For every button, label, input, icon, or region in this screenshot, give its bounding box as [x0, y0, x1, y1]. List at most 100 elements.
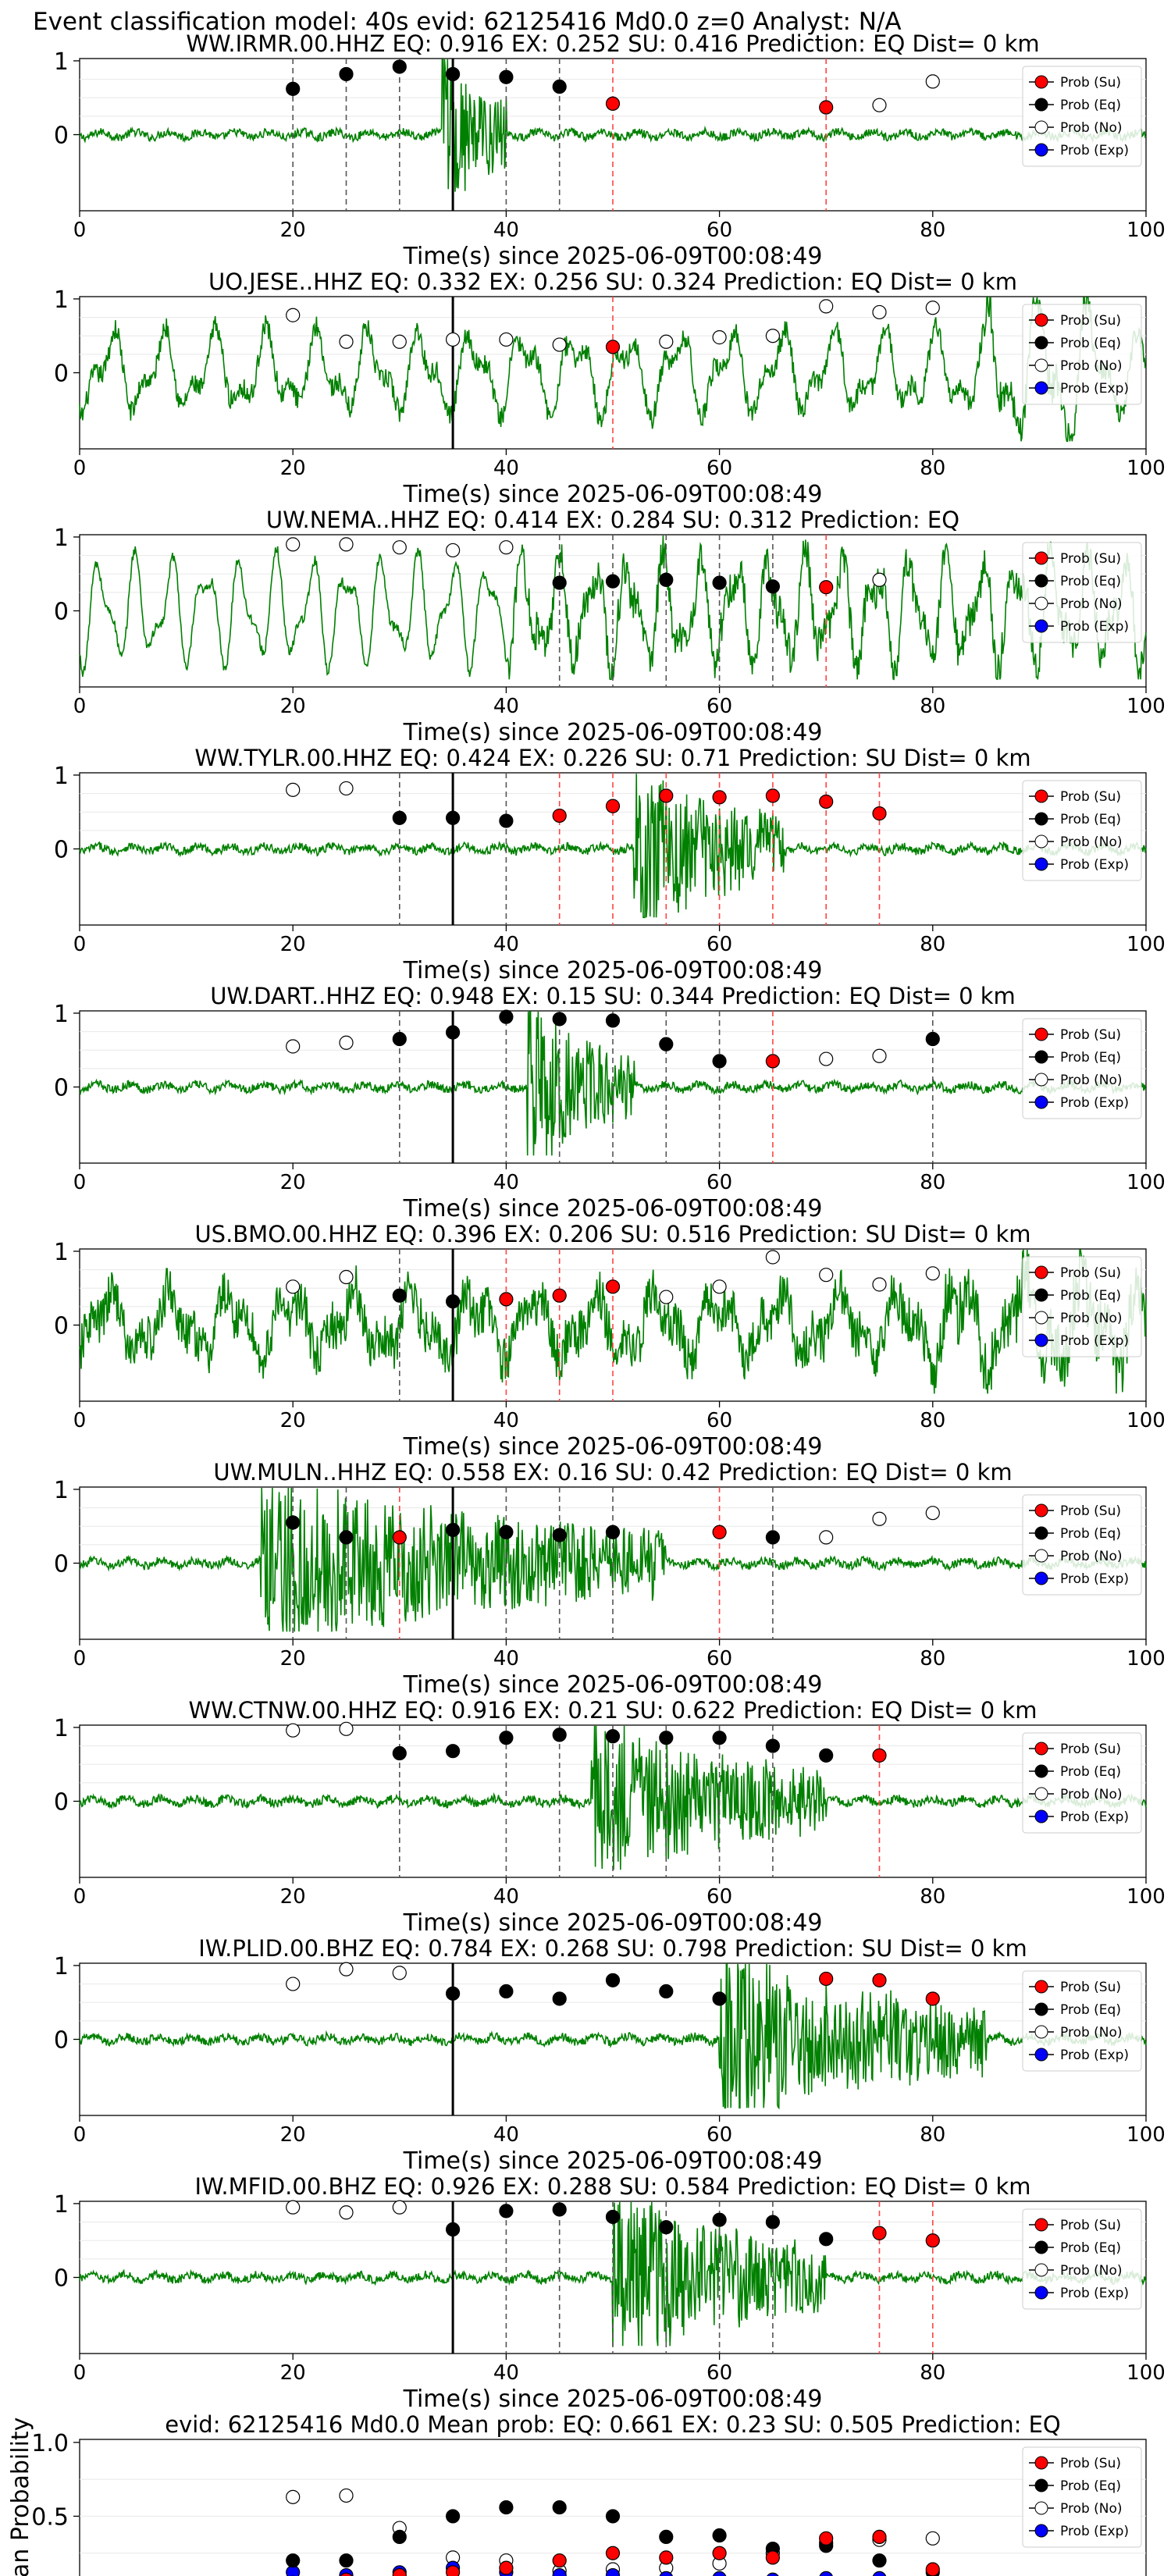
- legend-marker: [1034, 551, 1048, 565]
- prob-eq-point: [445, 66, 461, 82]
- prob-eq-point: [765, 1738, 781, 1753]
- legend-marker: [1034, 358, 1048, 372]
- y-tick-label: 1: [54, 1001, 69, 1028]
- prob-eq-point: [499, 1984, 514, 1999]
- legend-label: Prob (Exp): [1060, 619, 1129, 635]
- prob-su-point: [925, 1991, 940, 2006]
- x-axis-label: Time(s) since 2025-06-09T00:08:49: [403, 481, 823, 508]
- legend-box: [1022, 304, 1142, 405]
- y-tick-label: 1: [54, 2191, 69, 2218]
- prob-su-point: [819, 794, 834, 809]
- prob-no-point: [925, 301, 940, 315]
- y-tick-label: 1: [54, 1239, 69, 1266]
- x-tick-label: 100: [1127, 1885, 1166, 1909]
- legend-label: Prob (Exp): [1060, 2524, 1129, 2539]
- prob-eq-point: [286, 1515, 301, 1530]
- waveform-trace: [79, 1963, 1147, 2110]
- legend-label: Prob (Exp): [1060, 2048, 1129, 2063]
- waveform-trace: [79, 1249, 1147, 1394]
- x-tick-label: 80: [920, 2123, 945, 2147]
- prob-no-point: [872, 1511, 887, 1526]
- x-tick-label: 40: [493, 1647, 519, 1670]
- station-panel: US.BMO.00.HHZ EQ: 0.396 EX: 0.206 SU: 0.…: [54, 1221, 1166, 1461]
- prob-no-point: [872, 572, 887, 587]
- x-tick-label: 60: [707, 2123, 732, 2147]
- y-tick-label: 0: [54, 1075, 69, 1102]
- prob-eq-point: [712, 2528, 727, 2543]
- prob-su-point: [552, 1288, 567, 1303]
- legend-label: Prob (Exp): [1060, 1095, 1129, 1111]
- prob-exp-point: [712, 2571, 727, 2576]
- y-tick-label: 0: [54, 123, 69, 150]
- prob-no-point: [286, 537, 301, 552]
- station-panel: UW.MULN..HHZ EQ: 0.558 EX: 0.16 SU: 0.42…: [54, 1459, 1166, 1699]
- legend-marker: [1034, 1742, 1048, 1756]
- x-tick-label: 80: [920, 1647, 945, 1670]
- legend-marker: [1034, 574, 1048, 588]
- legend-marker: [1034, 98, 1048, 112]
- prob-su-point: [819, 2531, 834, 2546]
- x-tick-label: 100: [1127, 695, 1166, 718]
- legend-marker: [1034, 596, 1048, 610]
- prob-su-point: [605, 799, 621, 813]
- y-tick-label: 0: [54, 1313, 69, 1340]
- x-tick-label: 0: [73, 457, 87, 480]
- legend-label: Prob (No): [1060, 834, 1123, 850]
- prob-no-point: [339, 2488, 354, 2503]
- legend-marker: [1034, 2456, 1048, 2470]
- prob-eq-point: [499, 813, 514, 828]
- prob-eq-point: [286, 81, 301, 96]
- x-tick-label: 100: [1127, 2361, 1166, 2385]
- prob-su-point: [819, 100, 834, 115]
- y-tick-label: 0.5: [31, 2503, 69, 2531]
- x-tick-label: 100: [1127, 1409, 1166, 1432]
- prob-eq-point: [819, 1748, 834, 1763]
- x-tick-label: 40: [493, 1885, 519, 1909]
- legend-label: Prob (Eq): [1060, 812, 1121, 827]
- legend-box: [1022, 1732, 1142, 1834]
- x-tick-label: 60: [707, 457, 732, 480]
- legend-marker: [1034, 75, 1048, 89]
- prob-no-point: [499, 540, 514, 555]
- x-tick-label: 40: [493, 2123, 519, 2147]
- prob-no-point: [499, 332, 514, 347]
- x-tick-label: 80: [920, 695, 945, 718]
- x-tick-label: 0: [73, 1885, 87, 1909]
- prob-no-point: [819, 1268, 834, 1283]
- prob-no-point: [286, 1039, 301, 1054]
- legend-marker: [1034, 1311, 1048, 1325]
- legend-box: [1022, 66, 1142, 167]
- x-tick-label: 0: [73, 2361, 87, 2385]
- y-tick-label: 0: [54, 1551, 69, 1578]
- prob-eq-point: [925, 1031, 940, 1047]
- legend-label: Prob (No): [1060, 1073, 1123, 1088]
- y-tick-label: 1: [54, 1715, 69, 1742]
- x-tick-label: 80: [920, 933, 945, 956]
- prob-su-point: [446, 2565, 461, 2576]
- legend-marker: [1034, 2524, 1048, 2538]
- station-panel: IW.MFID.00.BHZ EQ: 0.926 EX: 0.288 SU: 0…: [54, 2173, 1166, 2413]
- prob-eq-point: [605, 574, 621, 589]
- prob-su-point: [499, 2560, 514, 2575]
- prob-eq-point: [712, 1991, 727, 2006]
- x-tick-label: 0: [73, 219, 87, 242]
- x-tick-label: 60: [707, 2361, 732, 2385]
- prob-eq-point: [445, 2222, 461, 2237]
- x-tick-label: 20: [280, 1409, 306, 1432]
- prob-eq-point: [659, 2220, 674, 2235]
- legend-marker: [1034, 1265, 1048, 1279]
- prob-no-point: [872, 98, 887, 112]
- legend-label: Prob (Eq): [1060, 98, 1121, 113]
- legend-label: Prob (No): [1060, 358, 1123, 374]
- prob-eq-point: [392, 810, 407, 825]
- legend-box: [1022, 2446, 1142, 2548]
- legend-box: [1022, 1256, 1142, 1357]
- legend-box: [1022, 1018, 1142, 1119]
- prob-no-point: [712, 1279, 727, 1294]
- y-axis-label: Mean Probability: [7, 2418, 34, 2576]
- x-axis-label: Time(s) since 2025-06-09T00:08:49: [403, 1433, 823, 1461]
- legend-label: Prob (Su): [1060, 1742, 1121, 1757]
- prob-eq-point: [712, 2212, 727, 2227]
- x-tick-label: 60: [707, 1647, 732, 1670]
- legend-label: Prob (No): [1060, 1549, 1123, 1564]
